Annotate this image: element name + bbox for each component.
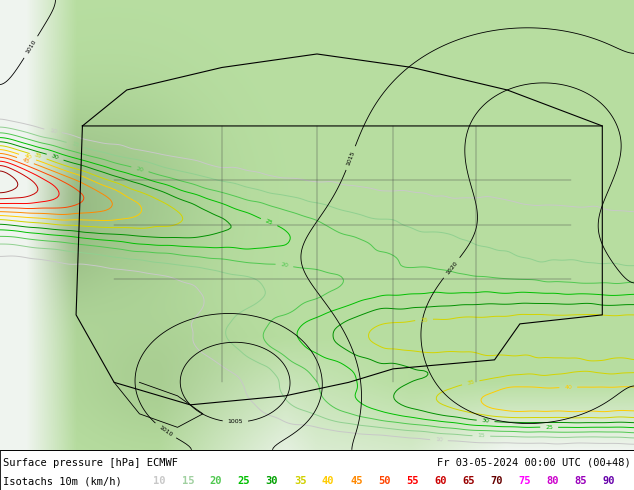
Text: 1020: 1020	[445, 260, 458, 275]
Text: 25: 25	[238, 476, 250, 486]
Text: 20: 20	[136, 166, 145, 172]
Text: 10: 10	[49, 128, 57, 134]
Text: 85: 85	[574, 476, 587, 486]
Text: 75: 75	[519, 476, 531, 486]
Text: 45: 45	[21, 157, 30, 164]
Text: 20: 20	[210, 476, 222, 486]
Text: 60: 60	[434, 476, 447, 486]
Text: 10: 10	[153, 476, 166, 486]
Text: 70: 70	[491, 476, 503, 486]
Text: 15: 15	[70, 142, 79, 148]
Text: 65: 65	[462, 476, 475, 486]
Text: Surface pressure [hPa] ECMWF: Surface pressure [hPa] ECMWF	[3, 458, 178, 468]
Text: 25: 25	[545, 425, 553, 430]
Text: 55: 55	[406, 476, 418, 486]
Text: 35: 35	[34, 153, 42, 160]
Text: 20: 20	[280, 262, 288, 269]
Text: 35: 35	[294, 476, 306, 486]
Text: 15: 15	[477, 433, 485, 439]
Text: 30: 30	[481, 418, 489, 424]
Text: 30: 30	[266, 476, 278, 486]
Text: 35: 35	[420, 317, 428, 322]
Text: 1010: 1010	[25, 39, 37, 55]
Text: 15: 15	[181, 476, 194, 486]
Text: 45: 45	[350, 476, 363, 486]
Text: 25: 25	[264, 218, 274, 226]
Text: 90: 90	[603, 476, 615, 486]
Text: 50: 50	[378, 476, 391, 486]
Text: Isotachs 10m (km/h): Isotachs 10m (km/h)	[3, 476, 122, 486]
Text: Fr 03-05-2024 00:00 UTC (00+48): Fr 03-05-2024 00:00 UTC (00+48)	[437, 458, 631, 468]
Text: 40: 40	[564, 385, 573, 390]
Text: 40: 40	[23, 153, 32, 161]
Text: 1015: 1015	[346, 150, 356, 166]
Text: 1005: 1005	[228, 419, 243, 425]
Text: 1010: 1010	[158, 424, 173, 438]
Text: 80: 80	[547, 476, 559, 486]
Text: 10: 10	[435, 438, 443, 443]
Text: 40: 40	[322, 476, 334, 486]
Text: 35: 35	[466, 379, 475, 386]
Text: 30: 30	[51, 153, 60, 161]
